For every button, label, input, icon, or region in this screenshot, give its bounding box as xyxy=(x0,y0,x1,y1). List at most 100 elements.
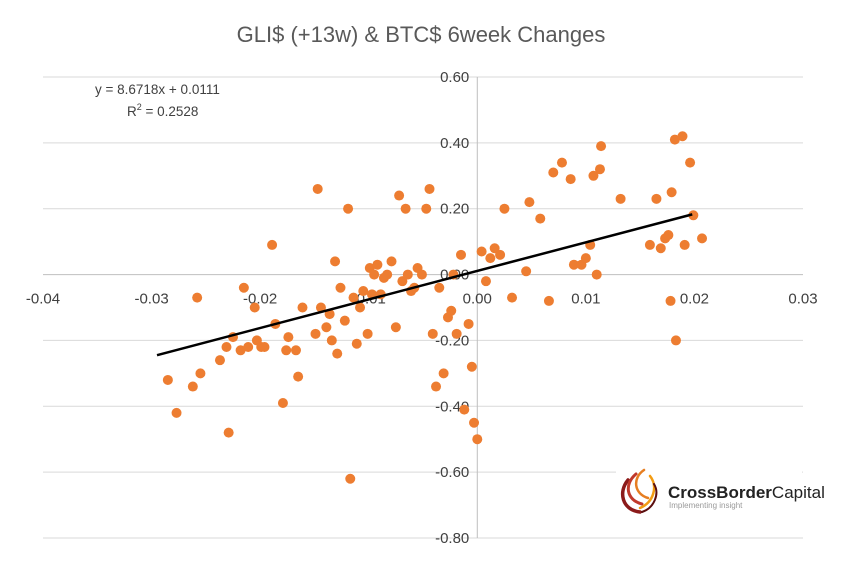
data-point xyxy=(655,243,666,254)
trendline xyxy=(156,213,693,357)
data-point xyxy=(495,249,506,260)
x-tick-label: -0.04 xyxy=(26,291,60,308)
data-point xyxy=(615,193,626,204)
data-point xyxy=(223,427,234,438)
data-point xyxy=(358,286,369,297)
data-point xyxy=(297,302,308,313)
data-point xyxy=(315,302,326,313)
data-point xyxy=(355,302,366,313)
y-tick-label: -0.60 xyxy=(435,464,469,481)
data-point xyxy=(332,348,343,359)
data-point xyxy=(259,342,270,353)
data-point xyxy=(651,193,662,204)
data-point xyxy=(171,407,182,418)
data-point xyxy=(372,259,383,270)
data-point xyxy=(556,157,567,168)
data-point xyxy=(679,239,690,250)
data-point xyxy=(463,318,474,329)
r-squared-prefix: R xyxy=(127,104,137,119)
data-point xyxy=(438,368,449,379)
data-point xyxy=(348,292,359,303)
data-point xyxy=(669,134,680,145)
data-points xyxy=(162,131,708,484)
data-point xyxy=(290,345,301,356)
data-point xyxy=(424,183,435,194)
x-tick-label: -0.02 xyxy=(243,291,277,308)
data-point xyxy=(499,203,510,214)
data-point xyxy=(402,269,413,280)
data-point xyxy=(345,473,356,484)
data-point xyxy=(243,342,254,353)
data-point xyxy=(548,167,559,178)
data-point xyxy=(249,302,260,313)
data-point xyxy=(688,210,699,221)
data-point xyxy=(663,230,674,241)
data-point xyxy=(235,345,246,356)
data-point xyxy=(685,157,696,168)
data-point xyxy=(283,332,294,343)
data-point xyxy=(192,292,203,303)
y-tick-label: -0.80 xyxy=(435,530,469,547)
data-point xyxy=(524,197,535,208)
data-point xyxy=(580,253,591,264)
data-point xyxy=(386,256,397,267)
y-tick-label: 0.20 xyxy=(440,201,469,218)
data-point xyxy=(382,269,393,280)
data-point xyxy=(591,269,602,280)
data-point xyxy=(351,338,362,349)
logo-tagline: Implementing insight xyxy=(669,501,743,510)
data-point xyxy=(480,276,491,287)
x-tick-label: 0.01 xyxy=(571,291,600,308)
data-point xyxy=(535,213,546,224)
data-point xyxy=(459,404,470,415)
data-point xyxy=(543,295,554,306)
data-point xyxy=(343,203,354,214)
data-point xyxy=(321,322,332,333)
data-point xyxy=(677,131,688,142)
data-point xyxy=(469,417,480,428)
data-point xyxy=(267,239,278,250)
r-squared-value: = 0.2528 xyxy=(142,104,199,119)
data-point xyxy=(466,361,477,372)
data-point xyxy=(507,292,518,303)
data-point xyxy=(431,381,442,392)
data-point xyxy=(476,246,487,257)
data-point xyxy=(670,335,681,346)
data-point xyxy=(293,371,304,382)
y-tick-label: 0.60 xyxy=(440,69,469,86)
logo-name: CrossBorderCapital xyxy=(668,483,825,502)
data-point xyxy=(369,269,380,280)
data-point xyxy=(588,170,599,181)
data-point xyxy=(339,315,350,326)
data-point xyxy=(568,259,579,270)
data-point xyxy=(666,187,677,198)
data-point xyxy=(335,282,346,293)
data-point xyxy=(434,282,445,293)
data-point xyxy=(521,266,532,277)
data-point xyxy=(326,335,337,346)
data-point xyxy=(394,190,405,201)
data-point xyxy=(221,342,232,353)
x-tick-label: 0.03 xyxy=(788,291,817,308)
r-squared-superscript: 2 xyxy=(137,102,142,112)
data-point xyxy=(195,368,206,379)
data-point xyxy=(596,141,607,152)
data-point xyxy=(456,249,466,260)
data-point xyxy=(446,305,457,316)
data-point xyxy=(451,328,462,339)
crossborder-logo: CrossBorderCapital Implementing insight xyxy=(616,462,825,522)
data-point xyxy=(489,243,500,254)
data-point xyxy=(162,374,173,385)
data-point xyxy=(697,233,708,244)
data-point xyxy=(644,239,655,250)
logo-background xyxy=(616,462,802,522)
data-point xyxy=(214,355,225,366)
trendline-equation: y = 8.6718x + 0.0111 R2 = 0.2528 xyxy=(95,82,220,119)
data-point xyxy=(390,322,401,333)
data-point xyxy=(427,328,438,339)
data-point xyxy=(187,381,198,392)
logo-name-bold: CrossBorder xyxy=(668,483,772,502)
data-point xyxy=(421,203,432,214)
data-point xyxy=(472,434,483,445)
data-point xyxy=(310,328,321,339)
